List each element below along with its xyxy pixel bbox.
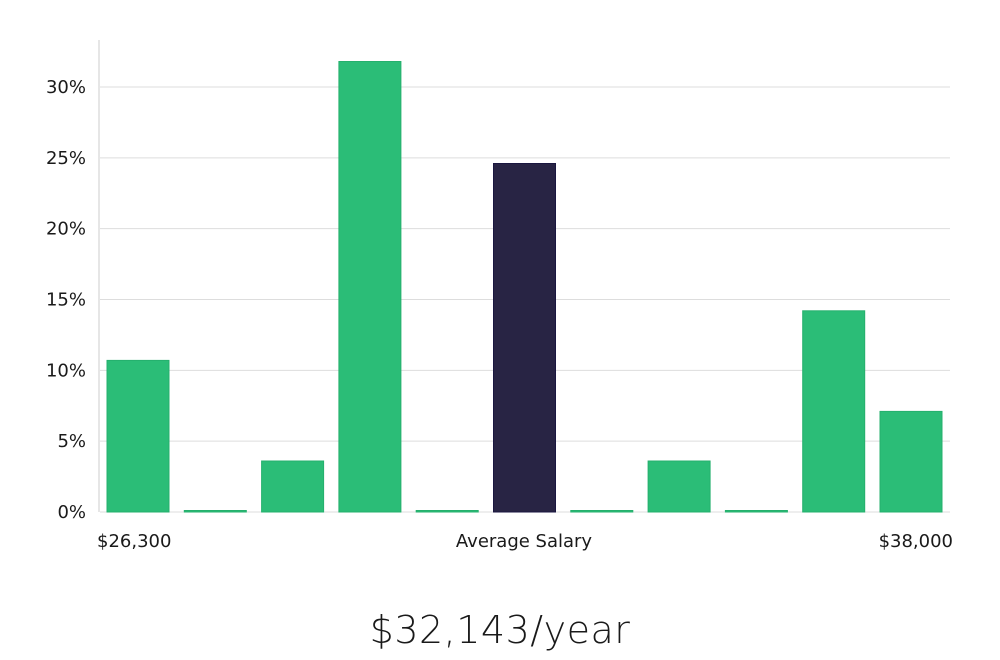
salary-distribution-chart: 0% 5% 10% 15% 20% 25% 30% $26,300 Average Sala… [46, 40, 953, 552]
y-tick-label: 30% [46, 77, 86, 98]
x-axis-label: Average Salary [456, 531, 593, 552]
x-min-label: $26,300 [97, 531, 171, 552]
bar [338, 61, 402, 513]
bar-average-salary [493, 163, 556, 513]
bar [106, 359, 170, 513]
y-tick-label: 20% [46, 219, 86, 240]
y-tick-label: 10% [46, 360, 86, 381]
bar [879, 410, 943, 513]
bar [261, 460, 325, 513]
y-tick-label: 25% [46, 148, 86, 169]
bar [183, 510, 247, 513]
y-axis-ticks: 0% 5% 10% 15% 20% 25% 30% [46, 77, 86, 523]
bar [415, 510, 479, 513]
bar [570, 510, 634, 513]
bars [106, 61, 943, 513]
y-tick-label: 0% [57, 502, 86, 523]
y-tick-label: 5% [57, 431, 86, 452]
bar [802, 310, 866, 513]
y-tick-label: 15% [46, 290, 86, 311]
bar [724, 510, 788, 513]
average-salary-value: $32,143/year [369, 608, 631, 652]
bar [647, 460, 711, 513]
x-max-label: $38,000 [879, 531, 953, 552]
